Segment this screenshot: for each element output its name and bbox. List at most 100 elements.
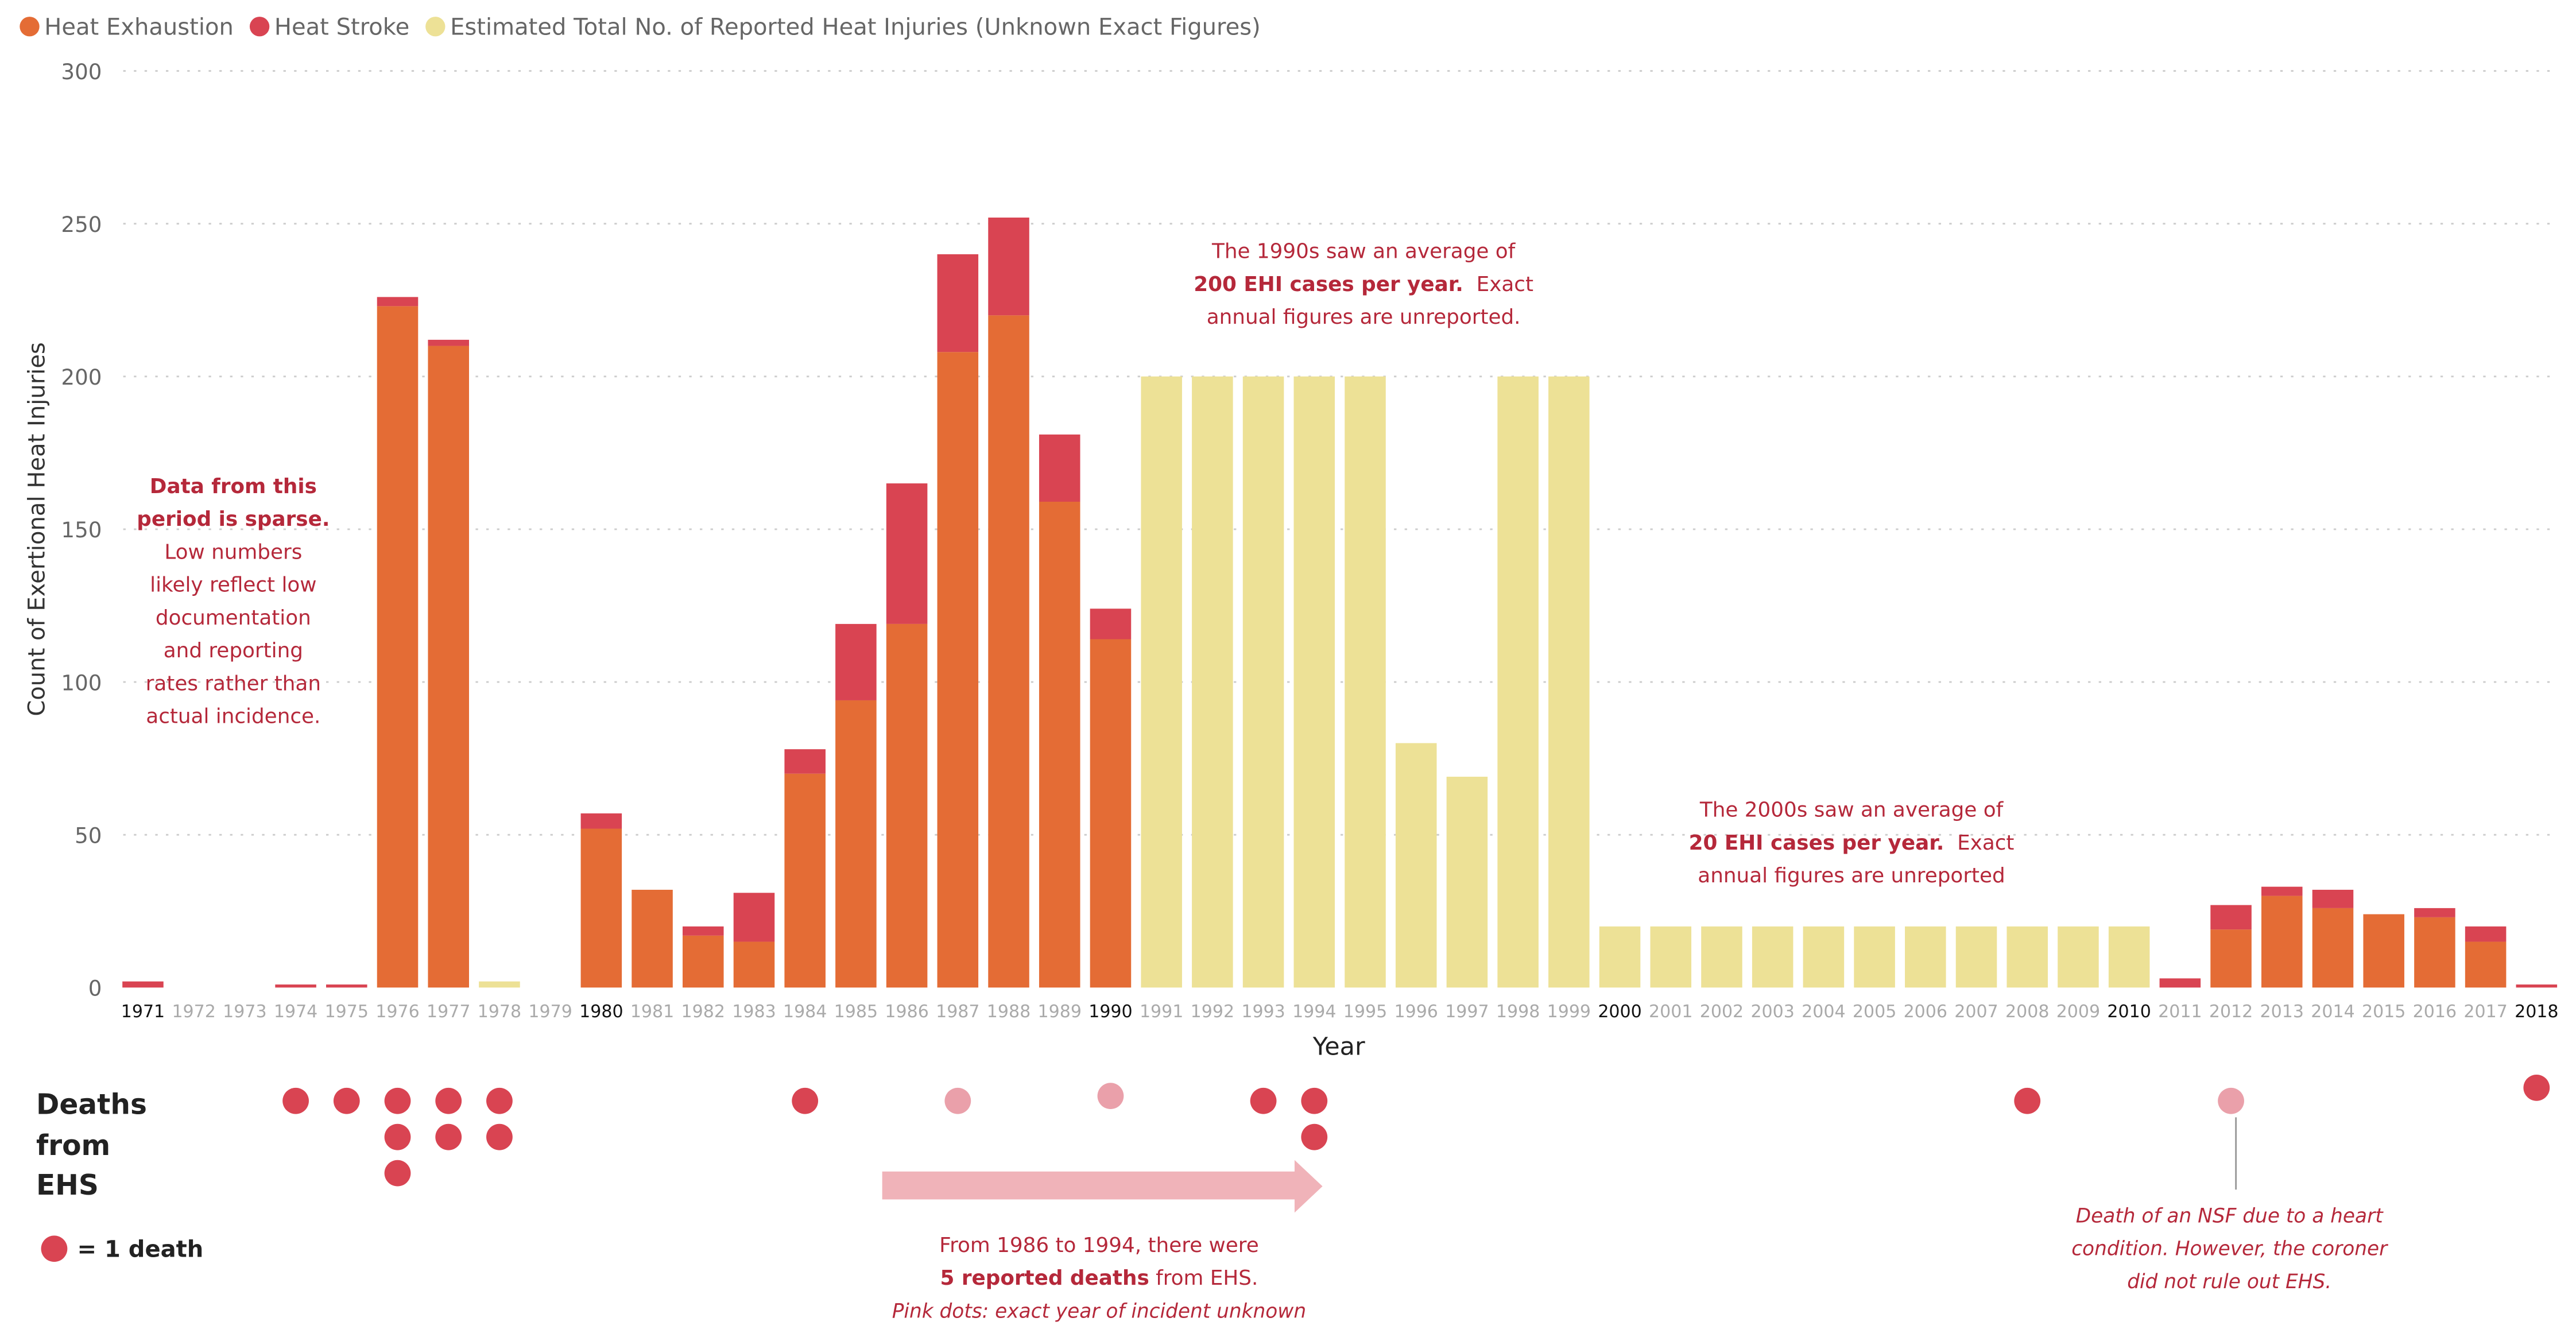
bar-heat-stroke	[275, 984, 316, 988]
bar-estimated	[1701, 926, 1742, 988]
bar-estimated	[1752, 926, 1793, 988]
y-tick-label: 100	[61, 670, 102, 695]
bar-heat-stroke	[1039, 434, 1080, 502]
x-tick-label: 1980	[579, 1002, 623, 1022]
bar-estimated	[1242, 376, 1284, 988]
bar-heat-exhaustion	[2465, 941, 2507, 988]
x-tick-label: 1973	[223, 1002, 266, 1022]
bar-heat-stroke	[2414, 908, 2455, 917]
annotation-line: 20 EHI cases per year. Exact	[1689, 831, 2015, 855]
annotation-text: Exact	[1944, 831, 2014, 855]
annotation-line: The 2000s saw an average of	[1699, 799, 2004, 822]
x-tick-label: 1983	[732, 1002, 776, 1022]
bar-heat-stroke	[2261, 886, 2303, 896]
annotation-line: From 1986 to 1994, there were	[939, 1234, 1259, 1257]
bar-heat-stroke	[326, 984, 367, 988]
bar-heat-exhaustion	[1090, 639, 1132, 988]
x-tick-label: 2001	[1649, 1002, 1692, 1022]
bar-heat-stroke	[733, 893, 775, 942]
bar-estimated	[1548, 376, 1590, 988]
deaths-title-line: EHS	[36, 1169, 99, 1202]
bar-estimated	[1955, 926, 1997, 988]
bar-heat-stroke	[377, 297, 419, 307]
period-arrow-icon	[882, 1160, 1323, 1213]
legend-swatch-heat-exhaustion	[20, 17, 40, 37]
annotation-line: The 1990s saw an average of	[1211, 240, 1516, 263]
y-tick-label: 200	[61, 365, 102, 390]
bar-heat-exhaustion	[2312, 908, 2354, 988]
death-dot	[384, 1123, 411, 1150]
bar-estimated	[1650, 926, 1692, 988]
annotation-period-deaths: From 1986 to 1994, there were 5 reported…	[892, 1234, 1306, 1323]
annotation-line: Death of an NSF due to a heart	[2076, 1205, 2384, 1228]
bar-heat-exhaustion	[733, 941, 775, 988]
bar-heat-stroke	[988, 217, 1029, 316]
x-tick-label: 2002	[1700, 1002, 1744, 1022]
x-tick-label: 2004	[1802, 1002, 1845, 1022]
bars	[122, 217, 2558, 988]
bar-estimated	[2108, 926, 2150, 988]
death-dot	[435, 1123, 462, 1150]
x-tick-label: 2009	[2056, 1002, 2100, 1022]
death-dot	[384, 1087, 411, 1114]
y-tick-label: 0	[88, 976, 102, 1001]
x-tick-label: 2014	[2311, 1002, 2354, 1022]
bar-heat-exhaustion	[835, 700, 877, 988]
bar-estimated	[1803, 926, 1845, 988]
bar-estimated	[479, 981, 520, 988]
bar-heat-stroke	[122, 981, 164, 988]
bar-heat-stroke	[784, 749, 826, 774]
annotation-line: Data from this	[150, 475, 317, 498]
x-tick-label: 2016	[2413, 1002, 2457, 1022]
x-tick-label: 1989	[1038, 1002, 1082, 1022]
bar-heat-exhaustion	[2363, 914, 2404, 988]
death-dot	[486, 1123, 513, 1150]
x-tick-label: 1971	[121, 1002, 165, 1022]
death-dot	[2523, 1074, 2550, 1101]
death-dot	[282, 1087, 309, 1114]
bar-heat-stroke	[428, 339, 469, 346]
x-tick-label: 1998	[1496, 1002, 1540, 1022]
bar-heat-stroke	[682, 926, 724, 936]
x-axis-ticks: 1971 1972 1973 1974 1975 1976 1977 1978 1979 1980…	[121, 1002, 2559, 1022]
gridlines	[123, 70, 2555, 836]
annotation-line: documentation	[156, 606, 311, 630]
death-dot	[486, 1087, 513, 1114]
bar-heat-exhaustion	[937, 352, 979, 988]
x-tick-label: 2012	[2209, 1002, 2253, 1022]
bar-heat-exhaustion	[1039, 501, 1080, 988]
bar-estimated	[1497, 376, 1539, 988]
bar-estimated	[1446, 777, 1488, 988]
legend-label-estimated: Estimated Total No. of Reported Heat Inj…	[450, 14, 1261, 41]
annotation-note: Pink dots: exact year of incident unknow…	[892, 1300, 1306, 1323]
y-tick-label: 50	[75, 823, 102, 848]
annotation-text: Exact	[1463, 273, 1533, 296]
annotation-text: from EHS.	[1149, 1266, 1258, 1290]
annotation-line: did not rule out EHS.	[2127, 1270, 2331, 1293]
annotation-nsf-death: Death of an NSF due to a heart condition…	[2071, 1205, 2388, 1293]
annotation-line: Low numbers	[164, 540, 302, 564]
x-tick-label: 2018	[2515, 1002, 2558, 1022]
x-tick-label: 1991	[1140, 1002, 1183, 1022]
x-tick-label: 1993	[1241, 1002, 1285, 1022]
bar-estimated	[1192, 376, 1233, 988]
x-tick-label: 2000	[1598, 1002, 1641, 1022]
death-dot	[2014, 1087, 2041, 1114]
x-tick-label: 2013	[2260, 1002, 2304, 1022]
legend-swatch-estimated	[425, 17, 446, 37]
x-tick-label: 1987	[936, 1002, 979, 1022]
x-tick-label: 1994	[1292, 1002, 1336, 1022]
annotation-line: condition. However, the coroner	[2071, 1238, 2388, 1261]
x-tick-label: 1992	[1191, 1002, 1234, 1022]
death-legend-dot	[41, 1235, 68, 1262]
annotation-line: period is sparse.	[137, 507, 330, 531]
deaths-title-line: from	[36, 1130, 110, 1162]
x-tick-label: 2003	[1750, 1002, 1794, 1022]
annotation-line: rates rather than	[146, 672, 321, 695]
bar-estimated	[1395, 743, 1437, 988]
x-tick-label: 2005	[1853, 1002, 1896, 1022]
bar-heat-exhaustion	[428, 346, 469, 988]
y-tick-label: 250	[61, 212, 102, 237]
bar-heat-stroke	[886, 483, 928, 624]
